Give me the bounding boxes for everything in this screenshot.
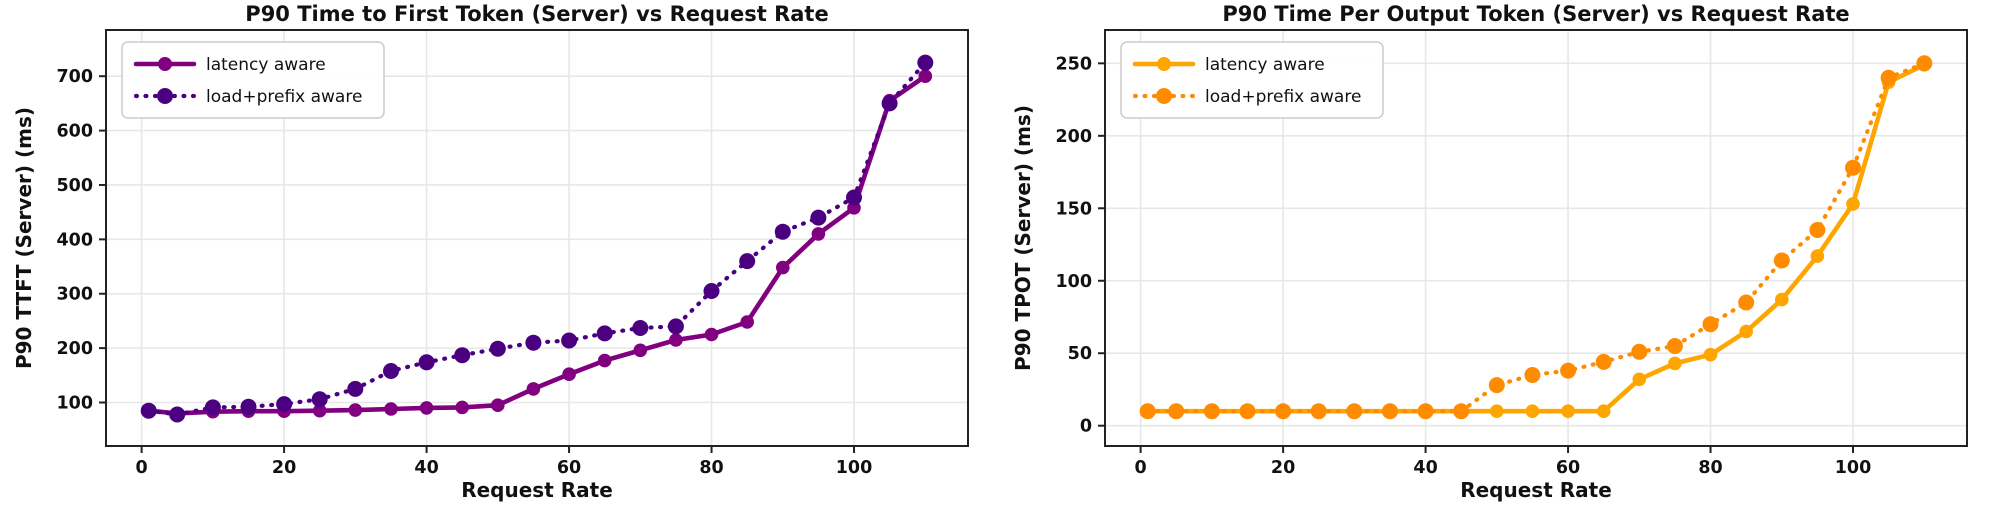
x-tick-label: 20 (1271, 458, 1295, 478)
grid (1105, 30, 1967, 446)
y-tick-label: 300 (56, 285, 93, 305)
y-tick-label: 700 (56, 67, 93, 87)
chart-title: P90 Time to First Token (Server) vs Requ… (245, 2, 829, 26)
axis-ticks: 0 20 40 60 80 100 100 200 300 400 500 600 700 (56, 67, 872, 478)
legend-item-latency-aware: latency aware (133, 55, 326, 75)
legend: latency aware load+prefix aware (1120, 41, 1384, 119)
legend-item-load-prefix-aware: load+prefix aware (1132, 87, 1361, 107)
tpot-chart: 0 20 40 60 80 100 0 50 100 150 200 250 latency aware… (999, 0, 1998, 515)
ttft-chart: 0 20 40 60 80 100 100 200 300 400 500 600 700 latency… (0, 0, 999, 515)
series-load-prefix-aware (1139, 55, 1933, 420)
x-tick-label: 40 (1413, 458, 1437, 478)
y-axis-label: P90 TTFT (Server) (ms) (12, 106, 36, 370)
x-tick-label: 0 (136, 458, 148, 478)
x-tick-label: 100 (1835, 458, 1872, 478)
legend-label: load+prefix aware (1205, 87, 1361, 107)
y-tick-label: 200 (1055, 127, 1092, 147)
x-tick-label: 80 (699, 458, 723, 478)
y-tick-label: 200 (56, 339, 93, 359)
y-tick-label: 600 (56, 122, 93, 142)
plot-border (105, 29, 969, 447)
y-tick-label: 50 (1068, 344, 1092, 364)
x-tick-label: 40 (414, 458, 438, 478)
y-tick-label: 400 (56, 230, 93, 250)
legend-item-latency-aware: latency aware (1132, 55, 1325, 75)
y-tick-label: 500 (56, 176, 93, 196)
legend: latency aware load+prefix aware (121, 41, 385, 119)
y-tick-label: 100 (1055, 272, 1092, 292)
y-tick-label: 250 (1055, 54, 1092, 74)
x-tick-label: 20 (272, 458, 296, 478)
grid (106, 30, 968, 446)
ttft-plot-svg: 0 20 40 60 80 100 100 200 300 400 500 600 700 latency… (56, 29, 969, 478)
y-tick-label: 0 (1080, 417, 1092, 437)
series-load-prefix-aware (140, 54, 934, 423)
x-axis-label: Request Rate (1460, 478, 1612, 502)
y-axis-label: P90 TPOT (Server) (ms) (1011, 105, 1035, 371)
x-axis-label: Request Rate (461, 478, 613, 502)
axis-ticks: 0 20 40 60 80 100 0 50 100 150 200 250 (1055, 54, 1871, 478)
x-tick-label: 0 (1135, 458, 1147, 478)
y-tick-label: 100 (56, 393, 93, 413)
y-tick-label: 150 (1055, 199, 1092, 219)
x-tick-label: 60 (1556, 458, 1580, 478)
legend-label: load+prefix aware (206, 87, 362, 107)
x-tick-label: 60 (557, 458, 581, 478)
plot-border (1104, 29, 1968, 447)
tpot-plot-svg: 0 20 40 60 80 100 0 50 100 150 200 250 latency aware… (1055, 29, 1968, 478)
legend-item-load-prefix-aware: load+prefix aware (133, 87, 362, 107)
x-tick-label: 80 (1698, 458, 1722, 478)
legend-label: latency aware (206, 55, 326, 75)
x-tick-label: 100 (836, 458, 873, 478)
chart-title: P90 Time Per Output Token (Server) vs Re… (1222, 2, 1850, 26)
legend-label: latency aware (1205, 55, 1325, 75)
